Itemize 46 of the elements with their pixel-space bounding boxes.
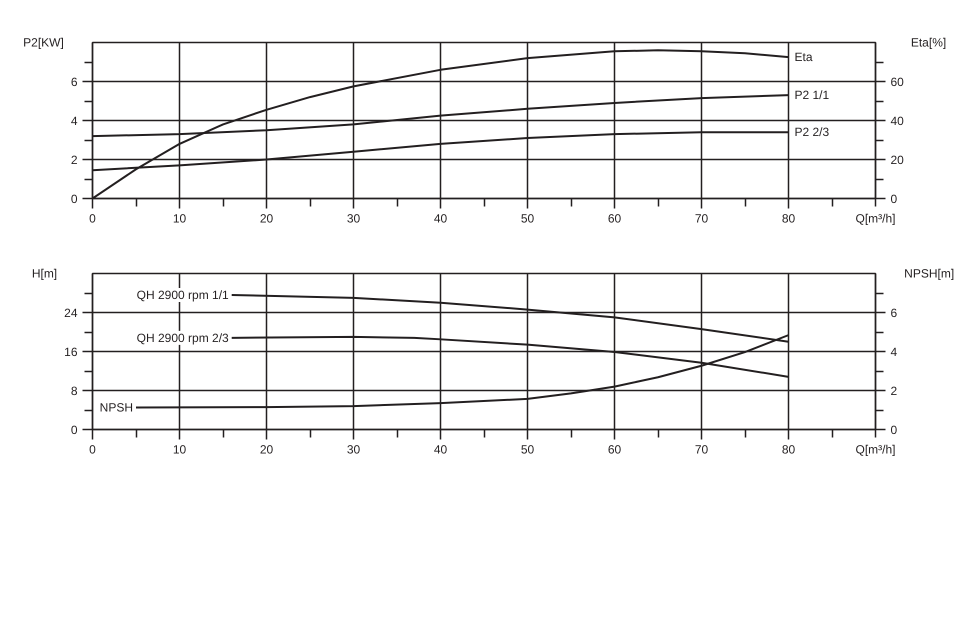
x-tick-label: 0 xyxy=(89,442,96,456)
y2-axis-title: Eta[%] xyxy=(910,36,946,50)
y2-tick-label: 60 xyxy=(890,75,904,89)
x-tick-label: 50 xyxy=(520,212,534,226)
x-tick-label: 30 xyxy=(346,442,360,456)
y-tick-label: 0 xyxy=(70,423,78,437)
x-axis-title: Q[m³/h] xyxy=(856,442,896,456)
y-tick-label: 8 xyxy=(70,384,78,398)
y-tick-label: 2 xyxy=(70,153,78,167)
x-tick-label: 10 xyxy=(172,442,186,456)
series-label: NPSH xyxy=(100,400,134,414)
x-axis-title: Q[m³/h] xyxy=(856,212,896,226)
x-tick-label: 60 xyxy=(608,212,622,226)
series-label: Eta xyxy=(794,50,813,64)
y2-tick-label: 6 xyxy=(890,306,898,320)
series-label: P2 1/1 xyxy=(794,88,830,102)
y-tick-label: 16 xyxy=(64,345,78,359)
x-tick-label: 70 xyxy=(694,442,708,456)
x-tick-label: 40 xyxy=(434,212,448,226)
y2-tick-label: 2 xyxy=(890,384,898,398)
x-tick-label: 40 xyxy=(434,442,448,456)
y-tick-label: 24 xyxy=(64,306,78,320)
x-tick-label: 80 xyxy=(782,212,796,226)
x-tick-label: 60 xyxy=(608,442,622,456)
x-tick-label: 20 xyxy=(260,212,274,226)
y2-tick-label: 40 xyxy=(890,114,904,128)
x-tick-label: 70 xyxy=(694,212,708,226)
x-tick-label: 50 xyxy=(520,442,534,456)
y2-axis-title: NPSH[m] xyxy=(904,266,954,280)
y-tick-label: 6 xyxy=(70,75,78,89)
y2-tick-label: 20 xyxy=(890,153,904,167)
series-label: QH 2900 rpm 1/1 xyxy=(136,288,230,302)
y2-tick-label: 0 xyxy=(890,192,898,206)
x-tick-label: 20 xyxy=(260,442,274,456)
x-tick-label: 0 xyxy=(89,212,96,226)
y-axis-title: H[m] xyxy=(32,266,58,280)
x-tick-label: 10 xyxy=(172,212,186,226)
y-axis-title: P2[KW] xyxy=(23,36,64,50)
x-tick-label: 80 xyxy=(782,442,796,456)
y-tick-label: 0 xyxy=(70,192,78,206)
series-label: QH 2900 rpm 2/3 xyxy=(136,330,230,345)
y2-tick-label: 0 xyxy=(890,423,898,437)
y-tick-label: 4 xyxy=(70,114,78,128)
y2-tick-label: 4 xyxy=(890,345,898,359)
x-tick-label: 30 xyxy=(346,212,360,226)
series-label: P2 2/3 xyxy=(794,125,830,140)
